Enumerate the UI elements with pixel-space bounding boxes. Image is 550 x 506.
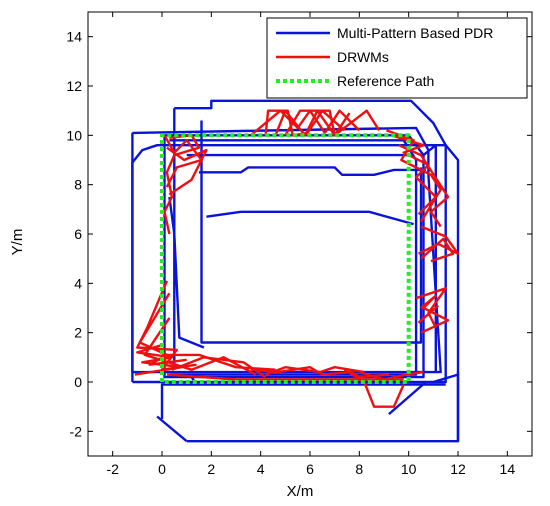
- series-0-path-12: [199, 166, 426, 177]
- series-2-path-0: [160, 133, 411, 384]
- legend-label-0: Multi-Pattern Based PDR: [337, 25, 493, 41]
- series-0-path-10: [169, 139, 418, 376]
- series-0-path-9: [163, 134, 425, 379]
- series-0-path-14: [168, 196, 205, 349]
- series-1-path-25: [166, 373, 404, 381]
- series-1-path-11: [420, 237, 455, 263]
- plot-lines: [131, 99, 460, 443]
- y-tick-label: 6: [74, 226, 82, 242]
- series-1-path-17: [136, 280, 197, 371]
- y-tick-label: -2: [70, 423, 83, 439]
- legend: Multi-Pattern Based PDR DRWMs Reference Pa…: [266, 17, 528, 99]
- series-0-path-0: [131, 143, 447, 384]
- series-1-path-12: [420, 294, 450, 334]
- series-1-path-0: [163, 134, 201, 235]
- y-axis-label: Y/m: [9, 229, 26, 256]
- legend-label-1: DRWMs: [337, 49, 389, 65]
- x-tick-label: 6: [306, 461, 314, 477]
- x-tick-label: 4: [257, 461, 265, 477]
- y-tick-label: 12: [66, 78, 82, 94]
- x-tick-label: 10: [401, 461, 417, 477]
- y-tick-label: 8: [74, 177, 82, 193]
- x-axis-label: X/m: [287, 483, 314, 500]
- series-1-path-14: [417, 304, 440, 324]
- series-1-path-2: [166, 146, 208, 196]
- series-2: [160, 133, 411, 384]
- series-0-path-3: [174, 99, 447, 146]
- series-0: [131, 99, 460, 443]
- x-tick-label: 2: [207, 461, 215, 477]
- series-1-path-10: [417, 225, 460, 255]
- y-tick-label: 10: [66, 127, 82, 143]
- series-0-path-13: [206, 210, 414, 226]
- series-0-path-6: [156, 415, 188, 443]
- y-tick-label: 0: [74, 374, 82, 390]
- x-tick-label: 8: [355, 461, 363, 477]
- series-1-path-6: [284, 109, 381, 137]
- x-tick-label: 0: [158, 461, 166, 477]
- series-0-path-5: [160, 383, 446, 419]
- legend-label-2: Reference Path: [337, 73, 434, 89]
- series-0-path-18: [388, 381, 427, 416]
- series-1-path-1: [163, 134, 203, 188]
- series-1-path-9: [398, 144, 450, 228]
- series-0-path-17: [444, 144, 460, 375]
- y-tick-label: 14: [66, 29, 82, 45]
- x-tick-label: 12: [450, 461, 466, 477]
- series-1-path-18: [143, 317, 257, 376]
- series-1-path-22: [265, 366, 365, 376]
- y-tick-label: 2: [74, 325, 82, 341]
- series-0-path-8: [200, 120, 423, 344]
- series-1-path-19: [162, 353, 276, 371]
- axis-ticks: [88, 12, 532, 456]
- y-tick-label: 4: [74, 275, 82, 291]
- series-1: [134, 109, 460, 408]
- series-1-path-24: [358, 370, 424, 381]
- series-1-path-4: [274, 109, 351, 137]
- x-tick-label: 14: [500, 461, 516, 477]
- tick-labels: -2 0 2 4 6 8 10 12 14 -2 0 2 4 6 8 10 12 14: [66, 29, 515, 477]
- series-1-path-21: [250, 366, 390, 379]
- x-tick-label: -2: [106, 461, 119, 477]
- series-1-path-8: [386, 129, 442, 223]
- series-1-path-13: [415, 287, 447, 329]
- series-0-path-1: [132, 126, 442, 374]
- series-1-path-23: [343, 368, 405, 408]
